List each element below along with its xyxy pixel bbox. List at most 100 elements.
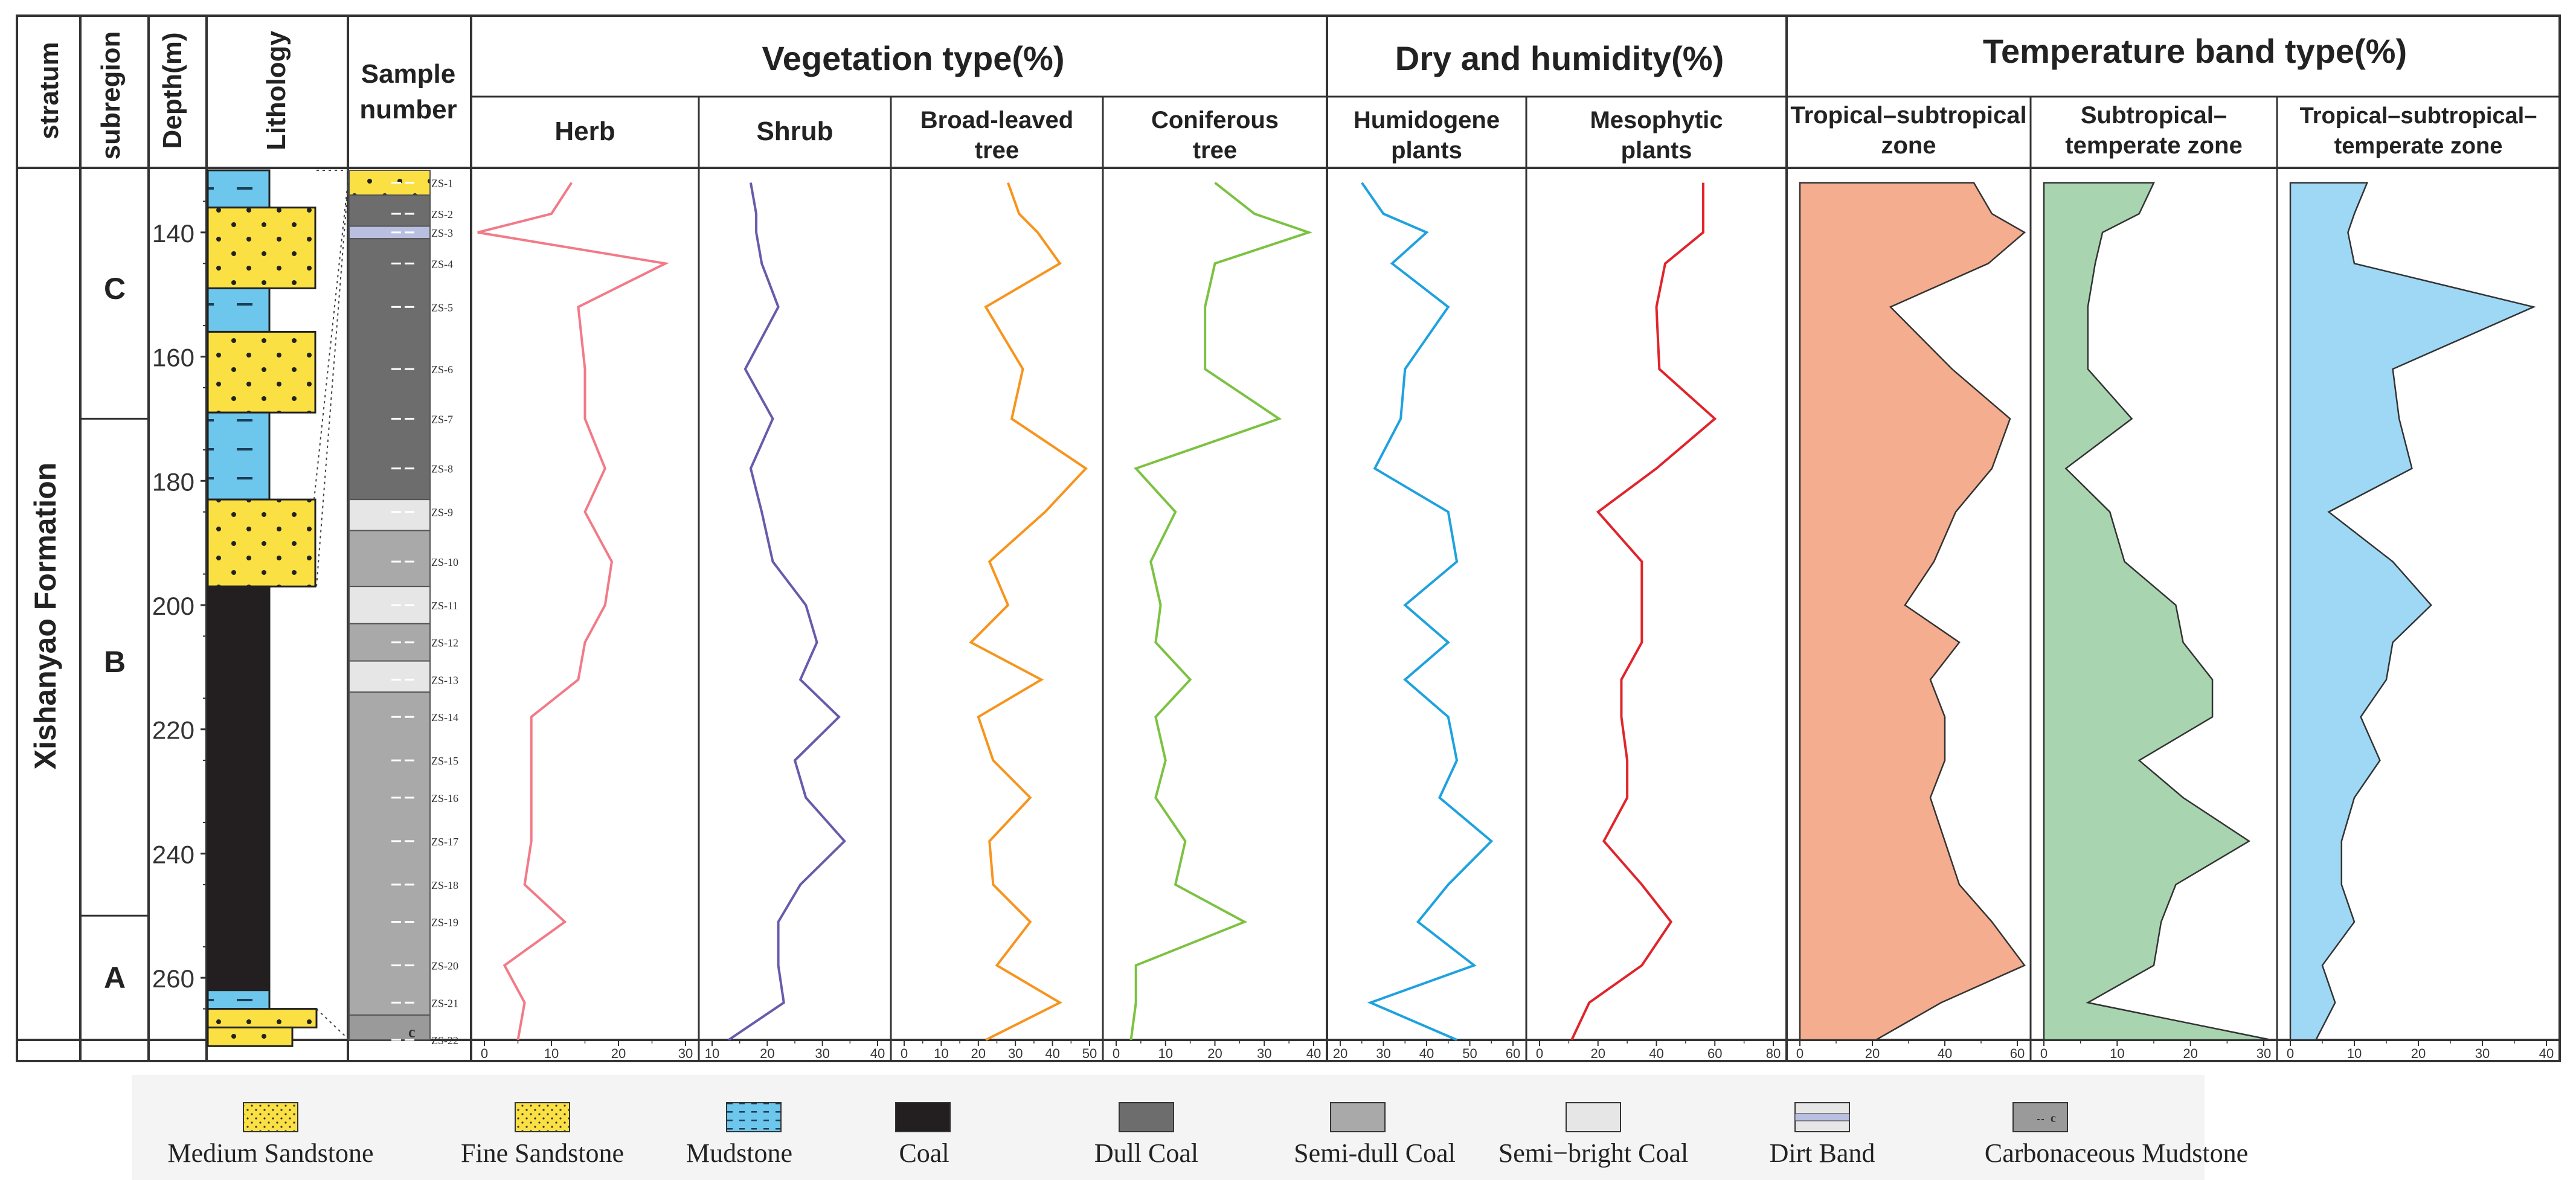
series-header-label: Humidogene <box>1354 107 1500 133</box>
formation-label: Xishanyao Formation <box>28 463 62 769</box>
depth-tick-label: 240 <box>152 840 194 868</box>
stratum-header: stratum <box>34 42 64 139</box>
sample-layer-semi_dull_coal <box>348 691 431 1016</box>
sample-layer-semi_bright_coal <box>348 499 431 531</box>
series-header-label: Broad-leaved <box>920 107 1073 133</box>
x-tick-label: 0 <box>481 1046 488 1061</box>
x-tick-label: 10 <box>705 1046 719 1061</box>
x-tick-label: 60 <box>1506 1046 1520 1061</box>
sample-layer-dull_coal <box>348 194 431 227</box>
sample-layer-semi_dull_coal <box>348 530 431 588</box>
lithology-layer-fine_sandstone <box>207 207 316 289</box>
sample-id-ZS-13: ZS-13 <box>431 674 458 686</box>
x-tick-label: 20 <box>1865 1046 1880 1061</box>
x-tick-label: 30 <box>678 1046 693 1061</box>
correlation-line <box>316 170 350 587</box>
lithology-layer-mudstone <box>207 989 271 1010</box>
vegetation-group-title: Vegetation type(%) <box>762 39 1065 77</box>
correlation-line <box>313 170 350 500</box>
lithology-layer-fine_sandstone <box>207 330 316 414</box>
series-header-label: plants <box>1621 137 1692 164</box>
temperature-group-title: Temperature band type(%) <box>1983 32 2407 70</box>
x-tick-label: 0 <box>2040 1046 2048 1061</box>
sample-id-ZS-5: ZS-5 <box>431 301 453 313</box>
lithology-layer-fine_sandstone <box>207 498 316 588</box>
sample-layer-semi_dull_coal <box>348 623 431 662</box>
x-tick-label: 10 <box>544 1046 559 1061</box>
panel-herb: Herb 0 10 20 30 <box>477 117 693 1061</box>
panel-shrub: Shrub 10 20 30 40 <box>705 117 885 1061</box>
panel-mesophytic-plants: Mesophytic plants 0 20 40 60 80 <box>1536 107 1781 1061</box>
legend-carb-letter: c <box>2051 1112 2056 1125</box>
legend-label-carb: Carbonaceous Mudstone <box>1985 1138 2248 1168</box>
subregion-header: subregion <box>96 31 126 160</box>
sample-header-line2: number <box>359 95 457 124</box>
lithology-layer-mudstone <box>207 169 271 209</box>
depth-axis: 140 160 180 200 220 240 260 <box>152 200 207 1010</box>
x-tick-label: 40 <box>2539 1046 2554 1061</box>
legend-swatch-coal <box>895 1102 951 1132</box>
sample-id-ZS-1: ZS-1 <box>431 178 453 190</box>
sample-id-ZS-18: ZS-18 <box>431 879 458 891</box>
lithology-header: Lithology <box>262 30 291 150</box>
lithology-column <box>207 169 350 1047</box>
series-area <box>1799 182 2026 1041</box>
sample-layer-semi_bright_coal <box>348 660 431 693</box>
x-tick-label: 30 <box>2256 1046 2271 1061</box>
x-tick-label: 30 <box>815 1046 829 1061</box>
legend-swatch-semidull <box>1330 1102 1386 1132</box>
x-tick-label: 40 <box>1938 1046 1952 1061</box>
legend-label-fine: Fine Sandstone <box>461 1138 624 1168</box>
lithology-layer-mudstone <box>207 411 271 501</box>
series-line <box>477 182 670 1041</box>
x-tick-label: 20 <box>611 1046 626 1061</box>
x-tick-label: 0 <box>1796 1046 1804 1061</box>
series-header-label: Herb <box>554 117 615 146</box>
series-header-label: plants <box>1391 137 1462 164</box>
sample-id-ZS-2: ZS-2 <box>431 208 453 220</box>
sample-id-ZS-16: ZS-16 <box>431 792 458 804</box>
series-header-label: temperate zone <box>2065 132 2242 159</box>
legend-swatch-carb <box>2012 1102 2068 1132</box>
panel-humidogene-plants: Humidogene plants 20 30 40 50 60 <box>1333 107 1520 1061</box>
legend-label-dull: Dull Coal <box>1094 1138 1198 1168</box>
x-tick-label: 20 <box>1207 1046 1222 1061</box>
series-header-label: Tropical–subtropical– <box>2300 103 2537 129</box>
x-tick-label: 20 <box>1333 1046 1347 1061</box>
sample-id-ZS-21: ZS-21 <box>431 997 458 1009</box>
x-tick-label: 40 <box>1045 1046 1059 1061</box>
x-tick-label: 10 <box>2110 1046 2124 1061</box>
series-line <box>1570 182 1717 1041</box>
depth-tick-label: 180 <box>152 467 194 496</box>
x-tick-label: 30 <box>1257 1046 1271 1061</box>
sample-id-ZS-3: ZS-3 <box>431 227 453 239</box>
sample-id-ZS-19: ZS-19 <box>431 917 458 929</box>
series-header-label: Tropical–subtropical <box>1790 102 2026 129</box>
sample-id-ZS-9: ZS-9 <box>431 507 453 519</box>
series-header-label: temperate zone <box>2334 133 2503 159</box>
depth-tick-label: 160 <box>152 344 194 372</box>
x-tick-label: 30 <box>1376 1046 1390 1061</box>
subregion-a-label: A <box>104 961 126 995</box>
x-tick-label: 20 <box>760 1046 774 1061</box>
series-header-label: tree <box>975 137 1019 164</box>
legend-label-coal: Coal <box>899 1138 949 1168</box>
table-frame <box>16 14 2561 1062</box>
panel-coniferous-tree: Coniferous tree 0 10 20 30 40 <box>1113 107 1321 1061</box>
carbonaceous-label: c <box>408 1024 416 1041</box>
x-tick-label: 10 <box>2347 1046 2362 1061</box>
data-panels: Herb 0 10 20 30 Shrub 10 20 30 40 Broad-leaved tree… <box>477 102 2554 1061</box>
depth-header: Depth(m) <box>158 32 187 149</box>
lithology-layer-medium_sandstone <box>207 1008 318 1028</box>
sample-id-ZS-20: ZS-20 <box>431 960 458 972</box>
x-tick-label: 10 <box>1158 1046 1173 1061</box>
sample-id-ZS-15: ZS-15 <box>431 755 458 767</box>
panel-broad-leaved-tree: Broad-leaved tree 0 10 20 30 40 50 <box>901 107 1097 1061</box>
x-tick-label: 80 <box>1766 1046 1781 1061</box>
sample-id-ZS-11: ZS-11 <box>431 600 458 612</box>
x-tick-label: 20 <box>2411 1046 2426 1061</box>
depth-tick-label: 200 <box>152 592 194 620</box>
lithology-layer-fine_sandstone <box>207 1026 294 1047</box>
subregion-c-label: C <box>104 272 126 306</box>
